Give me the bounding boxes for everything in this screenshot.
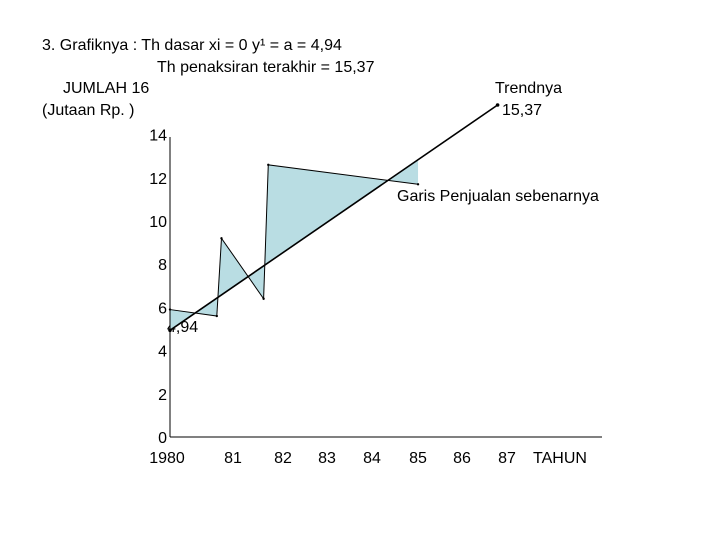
chart-header-line1: 3. Grafiknya : Th dasar xi = 0 y¹ = a = … <box>42 37 342 54</box>
x-tick-label: 1980 <box>149 450 185 467</box>
actual-sales-point <box>220 237 223 240</box>
y-tick-label: 6 <box>158 300 167 317</box>
chart-header-line2: Th penaksiran terakhir = 15,37 <box>157 59 375 76</box>
ticks-layer: 0 2 4 6 8 10 12 14 1980 81 82 83 84 85 86 87 TAHUN <box>149 128 587 467</box>
x-tick-label: 81 <box>224 450 242 467</box>
actual-sales-point <box>215 314 218 318</box>
trend-point <box>495 103 500 107</box>
trend-end-value: 15,37 <box>502 102 543 119</box>
axes-layer <box>169 137 602 438</box>
y-tick-label: 2 <box>158 387 167 404</box>
trend-line <box>169 104 499 331</box>
x-tick-label: 86 <box>453 450 471 467</box>
y-tick-label: 12 <box>149 171 167 188</box>
x-tick-label: 82 <box>274 450 292 467</box>
y-axis-label-line2: (Jutaan Rp. ) <box>42 102 135 119</box>
actual-sales-point <box>267 163 270 167</box>
y-tick-label: 10 <box>149 214 167 231</box>
actual-sales-point <box>262 297 265 300</box>
actual-sales-line <box>169 164 419 317</box>
x-axis-label: TAHUN <box>533 450 587 467</box>
x-tick-label: 84 <box>363 450 381 467</box>
actual-sales-label: Garis Penjualan sebenarnya <box>397 188 599 205</box>
lines-layer <box>168 103 500 333</box>
trend-label: Trendnya <box>495 80 562 97</box>
y-axis-label-line1: JUMLAH 16 <box>63 80 150 97</box>
actual-sales-point <box>416 183 420 186</box>
y-tick-label: 14 <box>149 128 167 145</box>
x-tick-label: 87 <box>498 450 516 467</box>
x-tick-label: 85 <box>409 450 427 467</box>
y-tick-label: 0 <box>158 430 167 447</box>
x-tick-label: 83 <box>318 450 336 467</box>
y-tick-label: 8 <box>158 257 167 274</box>
y-tick-label: 4 <box>158 344 167 361</box>
